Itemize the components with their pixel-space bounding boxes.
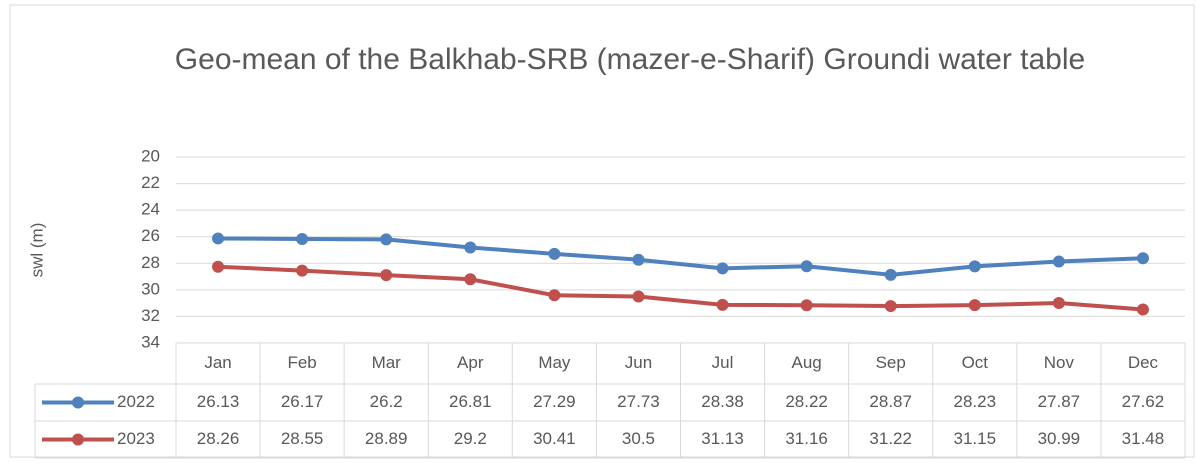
x-tick-label: Sep: [876, 353, 906, 372]
table-value: 26.17: [281, 392, 324, 411]
point: [968, 260, 981, 273]
x-tick-label: Nov: [1044, 353, 1075, 372]
point: [884, 268, 897, 281]
x-tick-label: Jul: [712, 353, 734, 372]
point: [548, 247, 561, 260]
table-value: 28.38: [701, 392, 744, 411]
table-value: 31.16: [785, 429, 828, 448]
y-tick-label: 30: [141, 279, 160, 298]
point: [212, 232, 225, 245]
point: [716, 298, 729, 311]
x-tick-label: Oct: [962, 353, 989, 372]
point: [800, 260, 813, 273]
point: [884, 300, 897, 313]
point: [1136, 252, 1149, 265]
y-tick-label: 20: [141, 146, 160, 165]
y-tick-label: 34: [141, 332, 160, 351]
point: [296, 264, 309, 277]
table-value: 31.15: [954, 429, 997, 448]
y-tick-label: 28: [141, 253, 160, 272]
y-tick-label: 26: [141, 226, 160, 245]
point: [800, 299, 813, 312]
chart-title: Geo-mean of the Balkhab-SRB (mazer-e-Sha…: [174, 43, 1086, 76]
legend-label: 2022: [117, 392, 155, 411]
table-value: 29.2: [454, 429, 487, 448]
legend-label: 2023: [117, 429, 155, 448]
point: [1052, 297, 1065, 310]
table-value: 31.13: [701, 429, 744, 448]
y-tick-label: 32: [141, 306, 160, 325]
x-tick-label: Apr: [457, 353, 484, 372]
table-value: 26.13: [197, 392, 240, 411]
legend-marker: [72, 396, 84, 409]
point: [380, 269, 393, 282]
point: [380, 233, 393, 246]
x-tick-label: Mar: [372, 353, 402, 372]
chart-border: [9, 4, 1195, 458]
point: [716, 262, 729, 275]
point: [632, 290, 645, 303]
table-value: 28.22: [785, 392, 828, 411]
table-value: 27.29: [533, 392, 576, 411]
table-value: 30.41: [533, 429, 576, 448]
series-line: [218, 236, 1144, 277]
point: [632, 253, 645, 266]
table-value: 28.23: [954, 392, 997, 411]
table-value: 27.62: [1122, 392, 1165, 411]
point: [1136, 303, 1149, 316]
point: [1052, 255, 1065, 268]
x-tick-label: Jun: [625, 353, 652, 372]
legend-marker: [72, 433, 84, 446]
table-value: 28.55: [281, 429, 324, 448]
table-value: 28.87: [869, 392, 912, 411]
table-value: 31.22: [869, 429, 912, 448]
point: [464, 273, 477, 286]
y-tick-label: 22: [141, 173, 160, 192]
series-line: [217, 264, 1144, 312]
x-tick-label: May: [538, 353, 571, 372]
table-value: 28.89: [365, 429, 408, 448]
y-tick-label: 24: [141, 200, 160, 219]
table-value: 27.73: [617, 392, 660, 411]
x-tick-label: Dec: [1128, 353, 1159, 372]
y-axis-label: swl (m): [27, 223, 46, 278]
table-value: 26.2: [370, 392, 403, 411]
table-value: 28.26: [197, 429, 240, 448]
x-tick-label: Jan: [204, 353, 231, 372]
table-value: 30.99: [1038, 429, 1081, 448]
point: [464, 241, 477, 254]
x-tick-label: Feb: [287, 353, 316, 372]
table-value: 27.87: [1038, 392, 1081, 411]
point: [968, 299, 981, 312]
point: [212, 260, 225, 273]
point: [548, 289, 561, 302]
table-value: 31.48: [1122, 429, 1165, 448]
x-tick-label: Aug: [792, 353, 822, 372]
table-value: 30.5: [622, 429, 655, 448]
point: [296, 232, 309, 245]
table-value: 26.81: [449, 392, 492, 411]
